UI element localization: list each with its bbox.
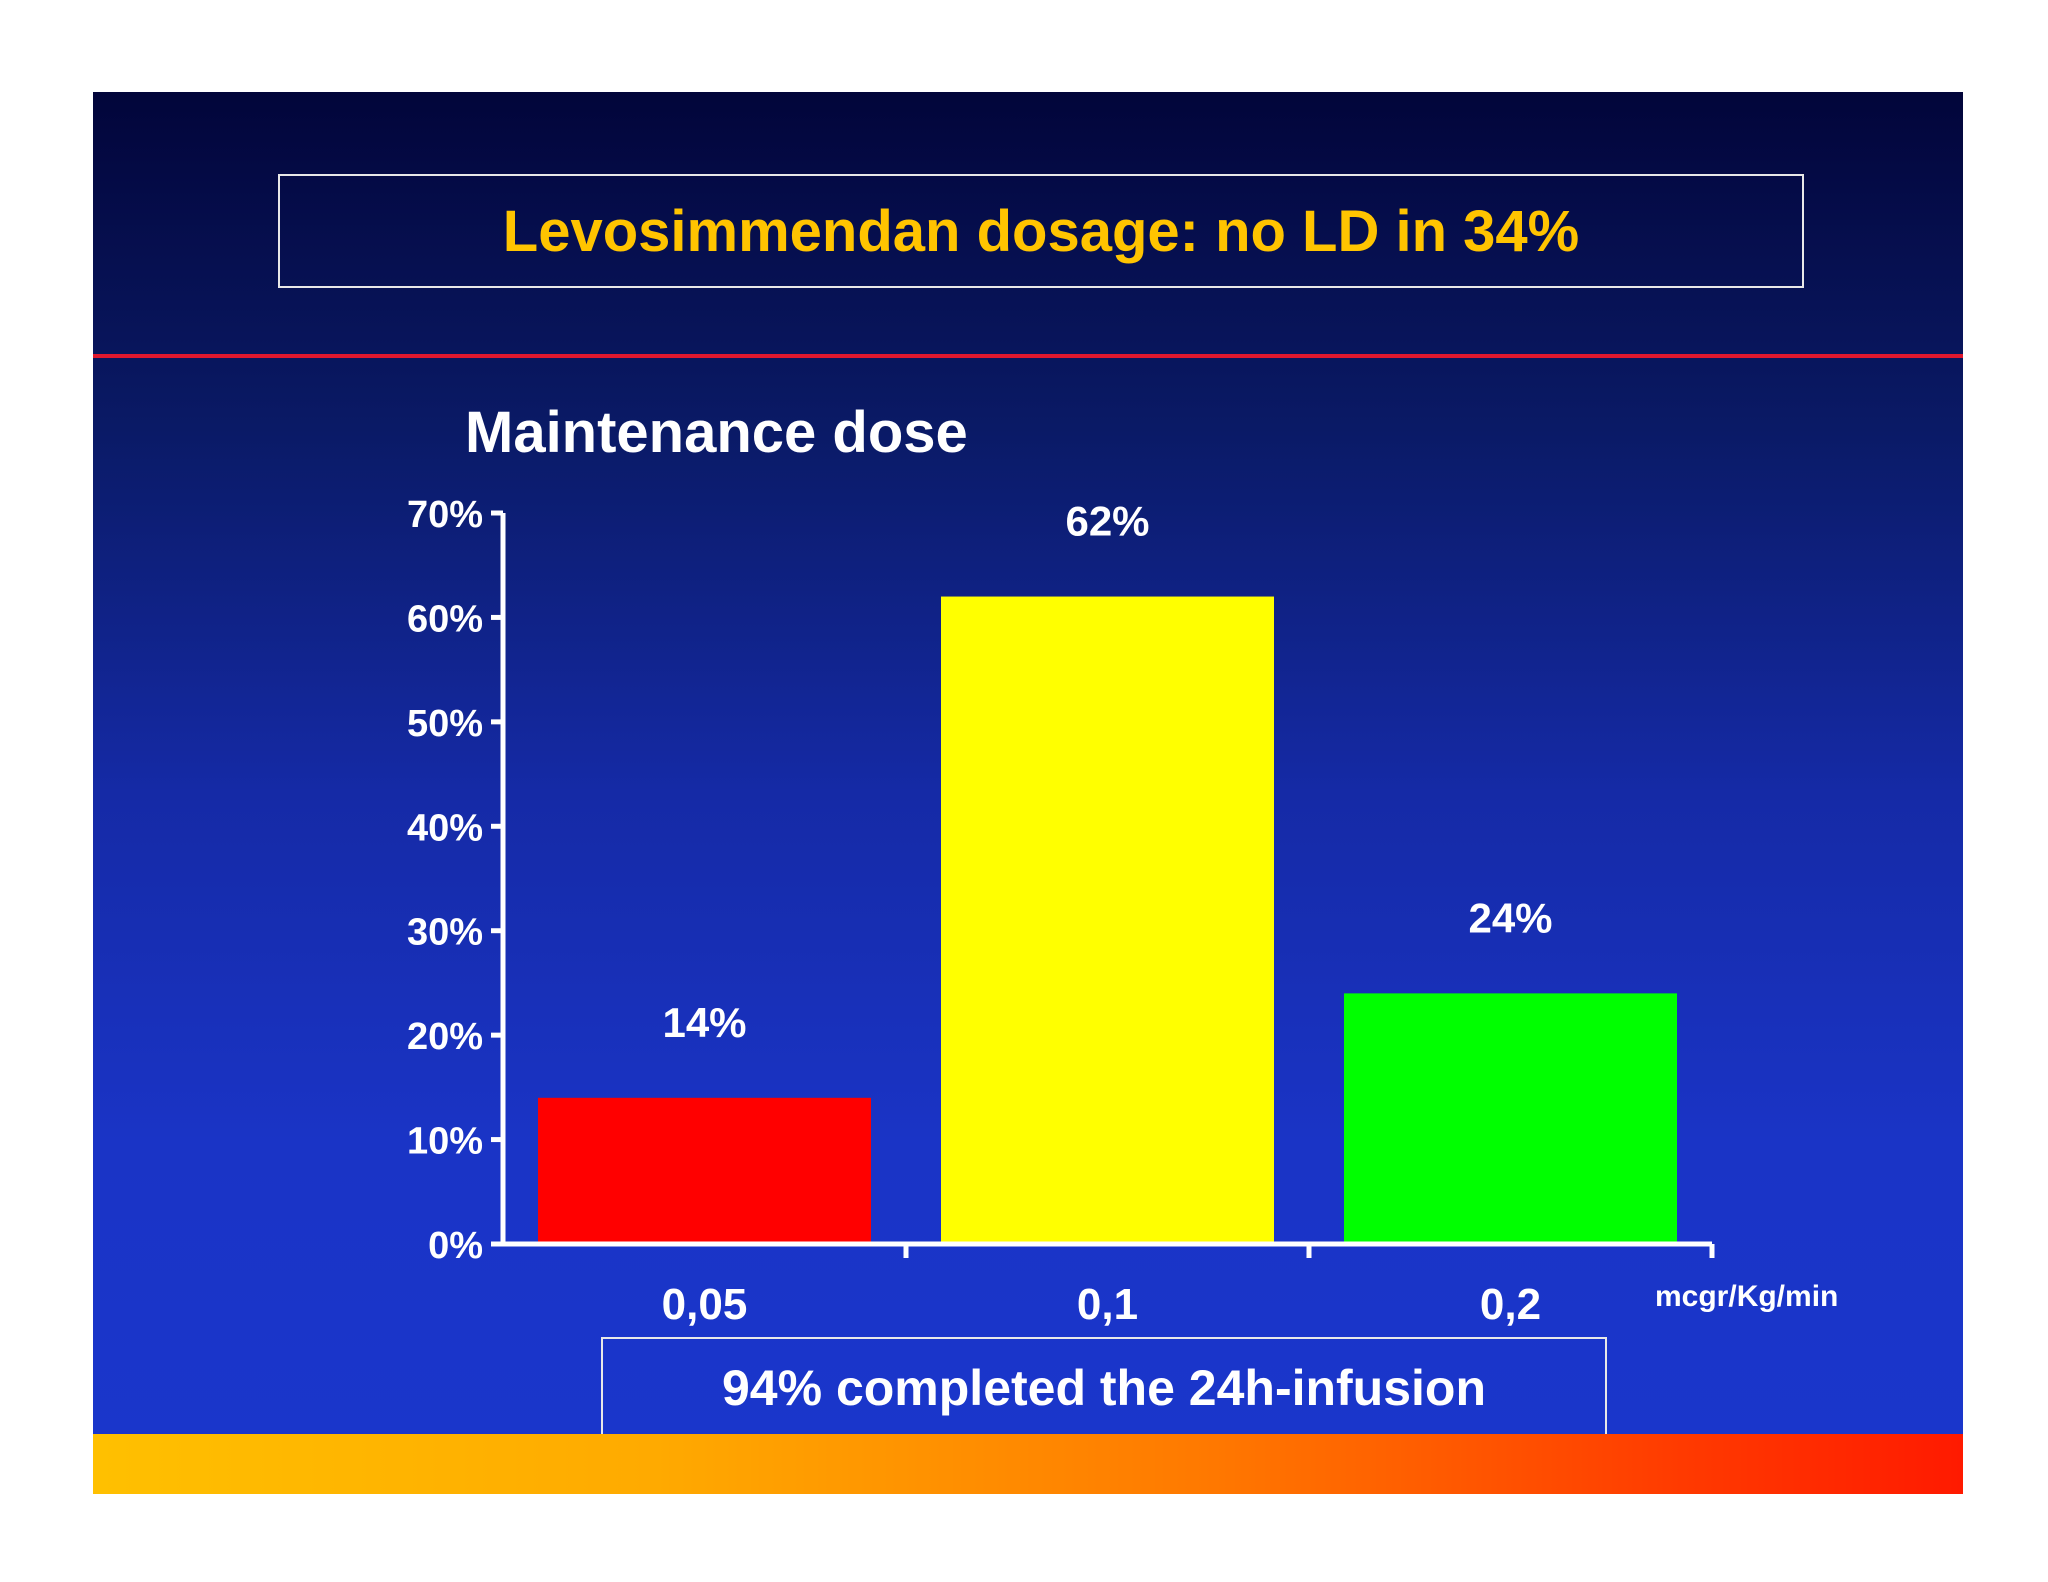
y-tick-label-6: 60% bbox=[407, 598, 483, 640]
bars-layer bbox=[538, 596, 1677, 1244]
labels-layer: 14% 0,05 62% 0,1 24% 0,2 0% 10% 20% 30% 40% 50% 60% 7… bbox=[407, 494, 1838, 1329]
bottom-gradient-strip bbox=[93, 1434, 1963, 1494]
y-tick-label-4: 40% bbox=[407, 807, 483, 849]
y-tick-label-2: 20% bbox=[407, 1016, 483, 1058]
slide: Levosimmendan dosage: no LD in 34% Maint… bbox=[93, 92, 1963, 1494]
footer-box: 94% completed the 24h-infusion bbox=[601, 1337, 1607, 1439]
y-tick-label-1: 10% bbox=[407, 1121, 483, 1163]
y-tick-label-3: 30% bbox=[407, 912, 483, 954]
title-divider bbox=[93, 354, 1963, 358]
slide-title: Levosimmendan dosage: no LD in 34% bbox=[502, 198, 1580, 264]
x-tick-label-2: 0,1 bbox=[1077, 1280, 1138, 1329]
footer-note: 94% completed the 24h-infusion bbox=[721, 1360, 1486, 1416]
bar-3 bbox=[1344, 993, 1677, 1244]
y-tick-label-0: 0% bbox=[428, 1225, 483, 1267]
x-tick-label-1: 0,05 bbox=[662, 1280, 748, 1329]
bar-chart: 14% 0,05 62% 0,1 24% 0,2 0% 10% 20% 30% 40% 50% 60% 7… bbox=[407, 494, 1838, 1329]
y-tick-label-7: 70% bbox=[407, 494, 483, 536]
y-tick-label-5: 50% bbox=[407, 703, 483, 745]
title-box: Levosimmendan dosage: no LD in 34% bbox=[278, 174, 1804, 288]
bar-value-label-1: 14% bbox=[662, 999, 746, 1046]
chart-title: Maintenance dose bbox=[465, 400, 968, 465]
bar-2 bbox=[941, 596, 1274, 1244]
bar-value-label-3: 24% bbox=[1468, 894, 1552, 941]
x-axis-unit-label: mcgr/Kg/min bbox=[1655, 1280, 1838, 1313]
x-tick-label-3: 0,2 bbox=[1480, 1280, 1541, 1329]
bar-value-label-2: 62% bbox=[1065, 498, 1149, 545]
axes-layer bbox=[491, 510, 1715, 1258]
bar-1 bbox=[538, 1097, 871, 1244]
